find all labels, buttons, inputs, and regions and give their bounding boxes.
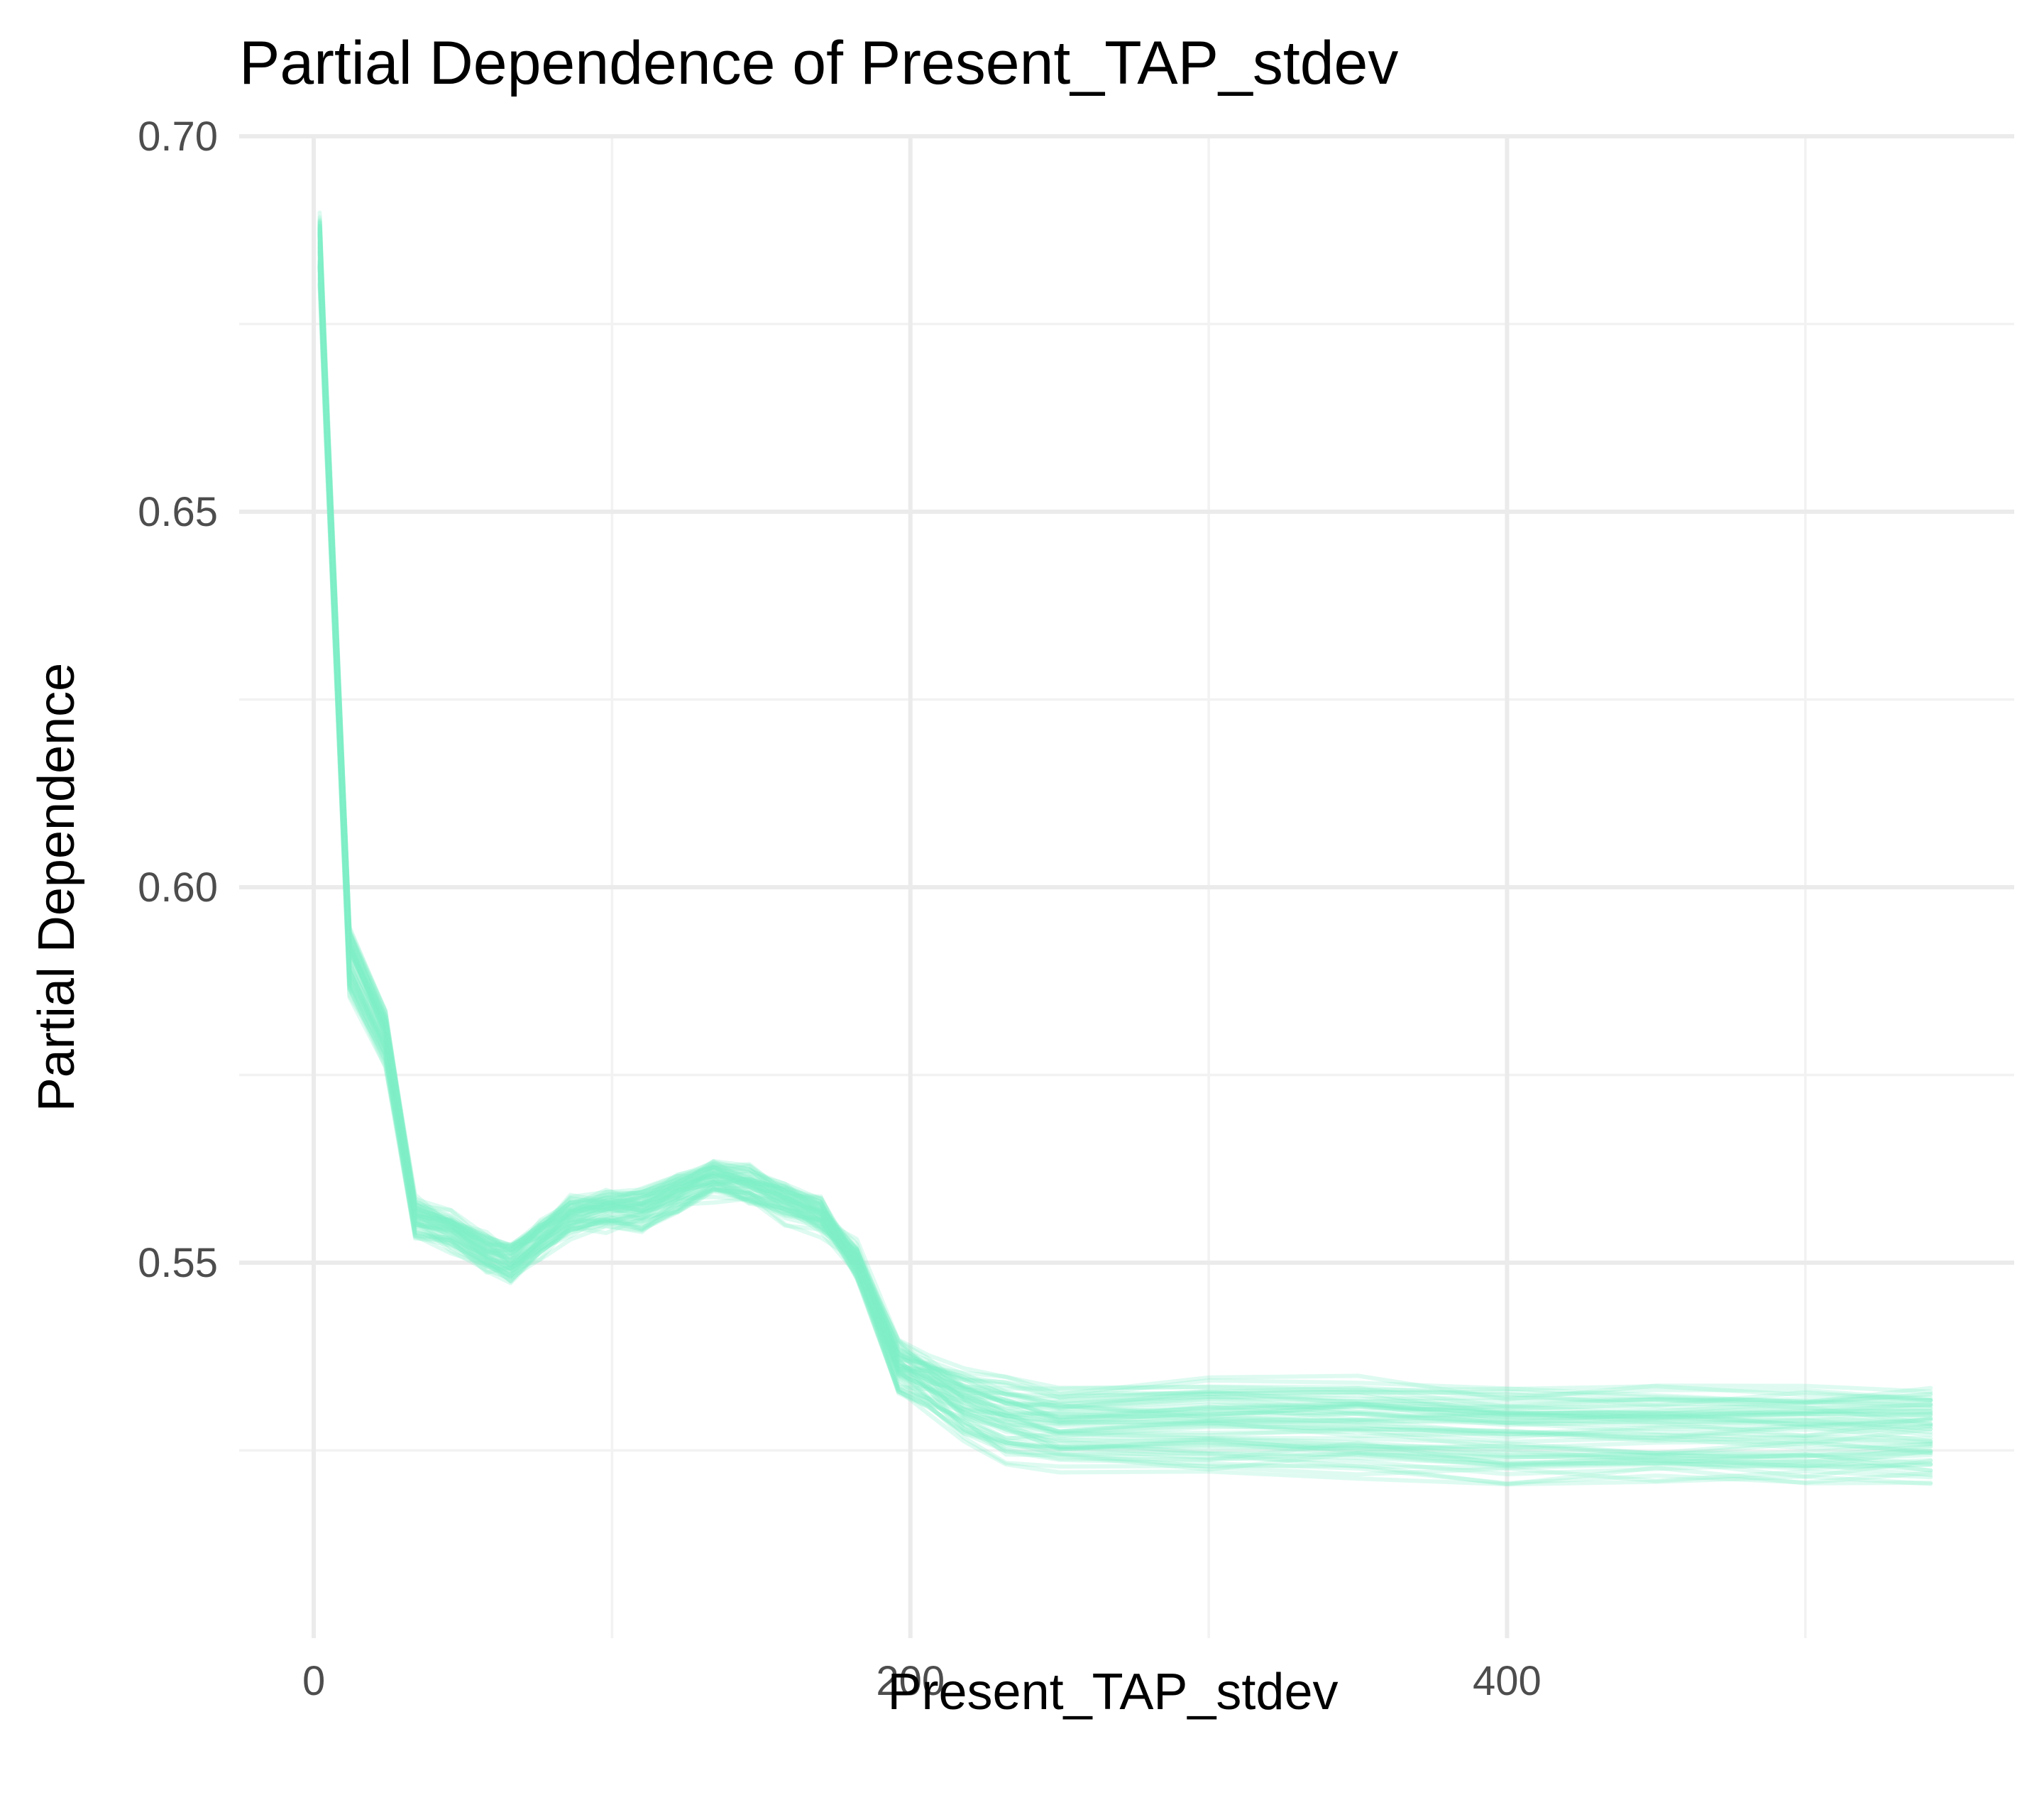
- ice-curve-25: [317, 229, 1933, 1487]
- x-tick-label-0: 0: [302, 1658, 325, 1704]
- chart-title: Partial Dependence of Present_TAP_stdev: [239, 29, 1398, 97]
- x-axis-title: Present_TAP_stdev: [888, 1664, 1339, 1720]
- ice-curve-58: [317, 224, 1933, 1405]
- minor-grid: [239, 136, 2014, 1638]
- y-tick-label-0: 0.55: [138, 1240, 218, 1286]
- ice-curve-50: [317, 263, 1933, 1469]
- ice-curve-47: [317, 230, 1933, 1459]
- grid-group: [239, 134, 2014, 1638]
- ice-curve-33: [317, 215, 1933, 1438]
- ice-curve-40: [317, 244, 1933, 1404]
- ice-curve-31: [317, 226, 1933, 1426]
- ice-curve-18: [317, 226, 1933, 1427]
- ice-curve-53: [317, 223, 1933, 1473]
- ice-curve-34: [317, 276, 1933, 1443]
- ice-curve-20: [317, 282, 1933, 1416]
- ice-curve-19: [317, 263, 1933, 1451]
- ice-curve-41: [317, 243, 1933, 1438]
- y-tick-label-3: 0.70: [138, 114, 218, 160]
- ice-curve-2: [317, 232, 1933, 1469]
- ice-curve-29: [317, 249, 1933, 1426]
- ice-curve-30: [317, 220, 1933, 1469]
- ice-curve-32: [317, 229, 1933, 1461]
- ice-curves: [317, 210, 1933, 1487]
- ice-curve-35: [317, 282, 1933, 1432]
- ice-curve-16: [317, 231, 1933, 1440]
- ice-curve-24: [317, 244, 1933, 1437]
- ice-curve-7: [317, 226, 1933, 1473]
- ice-curve-5: [317, 251, 1933, 1407]
- ice-curve-59: [317, 232, 1933, 1455]
- x-tick-label-1: 200: [876, 1658, 945, 1704]
- ice-curve-17: [317, 263, 1933, 1478]
- ice-curve-57: [317, 217, 1933, 1427]
- ice-curve-21: [317, 273, 1933, 1464]
- ice-curve-52: [317, 237, 1933, 1458]
- ice-curve-14: [317, 220, 1933, 1486]
- ice-curve-26: [317, 230, 1933, 1427]
- ice-curve-43: [317, 224, 1933, 1447]
- ice-curve-27: [317, 232, 1933, 1423]
- ice-curve-0: [317, 280, 1933, 1402]
- ice-curve-1: [317, 259, 1933, 1411]
- ice-curve-38: [317, 259, 1933, 1409]
- ice-curve-9: [317, 226, 1933, 1456]
- ice-curve-54: [317, 219, 1933, 1439]
- ice-curve-22: [317, 246, 1933, 1487]
- x-tick-labels: 0 200 400: [302, 1658, 1542, 1704]
- ice-curve-48: [317, 263, 1933, 1483]
- ice-curve-37: [317, 248, 1933, 1444]
- y-tick-label-2: 0.65: [138, 489, 218, 535]
- ice-curve-23: [317, 257, 1933, 1420]
- ice-curve-3: [317, 234, 1933, 1479]
- ice-curve-13: [317, 210, 1933, 1417]
- ice-curve-44: [317, 224, 1933, 1465]
- ice-curve-10: [317, 249, 1933, 1420]
- ice-curve-51: [317, 226, 1933, 1427]
- ice-curve-42: [317, 221, 1933, 1428]
- y-axis-title: Partial Dependence: [28, 663, 85, 1111]
- ice-curve-56: [317, 228, 1933, 1417]
- ice-curve-8: [317, 260, 1933, 1456]
- ice-curve-4: [317, 264, 1933, 1400]
- ice-curve-11: [317, 240, 1933, 1434]
- ice-curve-39: [317, 241, 1933, 1408]
- ice-curve-55: [317, 263, 1933, 1402]
- y-tick-label-1: 0.60: [138, 864, 218, 911]
- ice-curve-36: [317, 258, 1933, 1444]
- ice-curve-46: [317, 265, 1933, 1466]
- ice-curve-28: [317, 230, 1933, 1420]
- ice-curve-49: [317, 272, 1933, 1410]
- ice-curve-12: [317, 240, 1933, 1471]
- ice-curve-6: [317, 226, 1933, 1459]
- y-tick-labels: 0.55 0.60 0.65 0.70: [138, 114, 218, 1286]
- major-grid: [239, 134, 2014, 1638]
- ice-curve-45: [317, 223, 1933, 1415]
- ice-curve-15: [317, 264, 1933, 1411]
- x-tick-label-2: 400: [1473, 1658, 1542, 1704]
